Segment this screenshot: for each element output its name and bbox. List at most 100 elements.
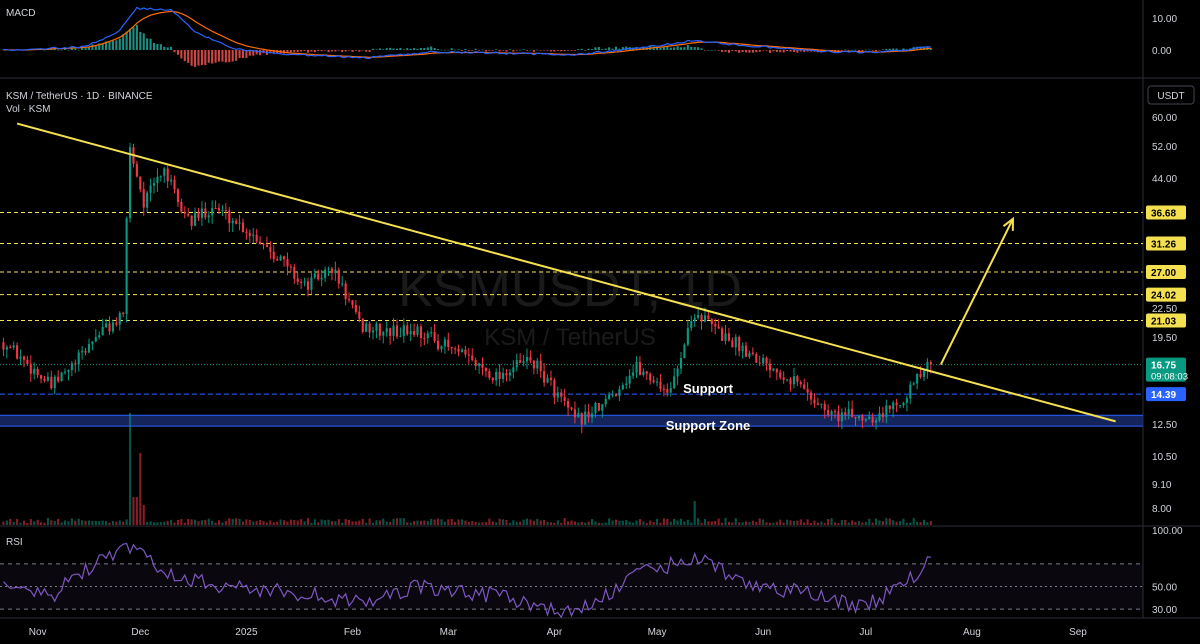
candle[interactable]	[402, 318, 405, 343]
candle[interactable]	[864, 417, 867, 423]
candle[interactable]	[347, 292, 351, 303]
candle[interactable]	[611, 390, 614, 398]
candle[interactable]	[460, 347, 464, 353]
candle[interactable]	[224, 203, 227, 220]
candle[interactable]	[91, 341, 94, 351]
candle[interactable]	[443, 336, 446, 354]
candle[interactable]	[115, 317, 118, 327]
candle[interactable]	[272, 244, 275, 263]
support-annotation[interactable]: Support	[683, 381, 733, 396]
candle[interactable]	[419, 323, 422, 347]
candle[interactable]	[262, 242, 265, 250]
candle[interactable]	[491, 377, 494, 384]
candle[interactable]	[871, 413, 874, 427]
candle[interactable]	[875, 417, 878, 430]
candle[interactable]	[926, 358, 929, 379]
candle[interactable]	[762, 354, 765, 367]
candle[interactable]	[765, 356, 768, 372]
candle[interactable]	[662, 384, 665, 397]
candle[interactable]	[33, 362, 36, 380]
candle[interactable]	[276, 255, 279, 261]
level-price-tag[interactable]: 24.02	[1146, 287, 1186, 302]
candle[interactable]	[423, 332, 426, 346]
candle[interactable]	[351, 299, 354, 309]
candle[interactable]	[211, 200, 214, 224]
candle[interactable]	[645, 370, 648, 381]
currency-button-label[interactable]: USDT	[1157, 91, 1184, 102]
candle[interactable]	[488, 368, 491, 380]
candle[interactable]	[851, 400, 854, 418]
candle[interactable]	[303, 277, 306, 287]
candle[interactable]	[505, 369, 508, 382]
candle[interactable]	[525, 348, 529, 370]
candle[interactable]	[16, 342, 19, 360]
time-axis[interactable]: Nov Dec 2025 Feb Mar Apr May Jun Jul Aug Sep	[29, 627, 1088, 638]
candle[interactable]	[905, 395, 908, 412]
candle[interactable]	[365, 320, 368, 332]
candle[interactable]	[806, 382, 809, 401]
candle[interactable]	[868, 411, 871, 420]
candle[interactable]	[484, 367, 488, 378]
candle[interactable]	[296, 272, 299, 285]
candle[interactable]	[857, 415, 861, 421]
candle[interactable]	[81, 346, 84, 360]
candle[interactable]	[101, 319, 104, 336]
candle[interactable]	[789, 377, 792, 392]
candle[interactable]	[837, 405, 840, 428]
candle[interactable]	[898, 404, 902, 409]
candle[interactable]	[816, 397, 819, 406]
candle[interactable]	[597, 402, 600, 412]
candle[interactable]	[22, 355, 26, 368]
candle[interactable]	[265, 236, 268, 248]
candlesticks-layer[interactable]	[2, 142, 932, 434]
candle[interactable]	[734, 334, 737, 356]
candle[interactable]	[409, 323, 412, 342]
candle[interactable]	[46, 372, 49, 382]
candle[interactable]	[306, 277, 310, 297]
candle[interactable]	[324, 266, 327, 282]
candle[interactable]	[632, 364, 635, 379]
candle[interactable]	[543, 363, 546, 387]
candle[interactable]	[5, 345, 8, 359]
candle[interactable]	[430, 326, 433, 338]
candle[interactable]	[539, 353, 542, 378]
candle[interactable]	[173, 175, 176, 194]
level-price-tag[interactable]: 36.68	[1146, 205, 1186, 220]
candle[interactable]	[74, 359, 77, 373]
candle[interactable]	[666, 383, 669, 397]
candle[interactable]	[176, 188, 180, 208]
candle[interactable]	[567, 398, 570, 417]
candle[interactable]	[775, 368, 778, 381]
drawings-layer[interactable]	[16, 122, 1116, 423]
horizontal-levels-layer[interactable]	[0, 211, 1143, 395]
candle[interactable]	[371, 326, 375, 340]
candle[interactable]	[515, 353, 518, 372]
candle[interactable]	[844, 407, 847, 421]
candle[interactable]	[111, 319, 114, 334]
candle[interactable]	[406, 321, 409, 336]
candle[interactable]	[604, 394, 607, 408]
candle[interactable]	[721, 326, 724, 341]
price-axis[interactable]: 60.00 52.00 44.00 22.50 19.50 12.50 10.50 9.10 8…	[1146, 14, 1188, 616]
candle[interactable]	[902, 401, 905, 408]
candle[interactable]	[327, 266, 330, 277]
candle[interactable]	[289, 264, 292, 272]
candle[interactable]	[259, 236, 262, 245]
candle[interactable]	[77, 349, 80, 372]
candle[interactable]	[823, 400, 826, 419]
candle[interactable]	[881, 406, 884, 423]
candle[interactable]	[710, 317, 713, 332]
candle[interactable]	[679, 352, 683, 375]
candle[interactable]	[854, 416, 857, 426]
candle[interactable]	[180, 198, 183, 214]
candle[interactable]	[590, 406, 594, 423]
candle[interactable]	[830, 409, 833, 421]
candle[interactable]	[358, 305, 361, 323]
candle[interactable]	[269, 241, 272, 260]
candle[interactable]	[495, 368, 498, 386]
candle[interactable]	[60, 371, 63, 382]
candle[interactable]	[128, 142, 132, 223]
candle[interactable]	[649, 372, 652, 385]
descending-trendline[interactable]	[16, 122, 1116, 423]
